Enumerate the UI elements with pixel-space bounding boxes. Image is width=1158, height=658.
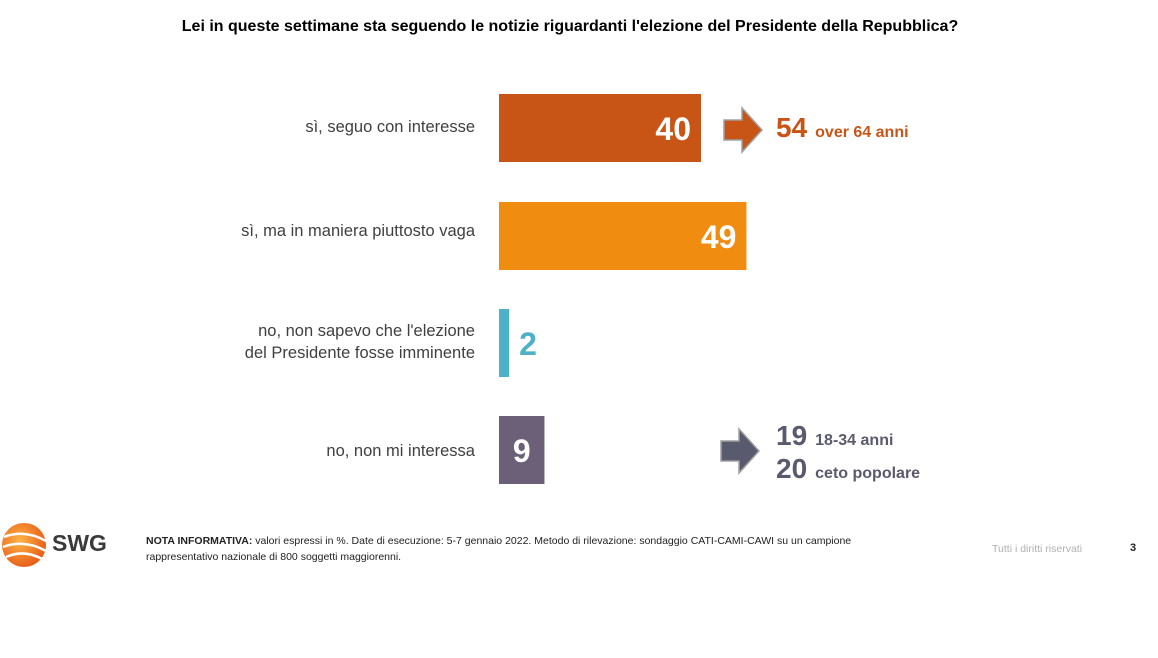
category-label-line: no, non sapevo che l'elezione: [258, 322, 475, 340]
category-label: sì, ma in maniera piuttosto vaga: [241, 222, 475, 240]
arrow-right-icon: [720, 427, 761, 475]
arrow-right-icon: [723, 106, 764, 154]
bar-chart: 40 49 2 9: [499, 94, 764, 484]
category-label: no, non sapevo che l'elezione del Presid…: [175, 320, 475, 364]
annotation-text: ceto popolare: [815, 465, 921, 482]
annotation-text: over 64 anni: [815, 124, 909, 141]
annotation-ceto: 20 ceto popolare: [776, 453, 920, 485]
note-label: NOTA INFORMATIVA:: [146, 535, 253, 547]
bar: [499, 309, 510, 377]
chart-title: Lei in queste settimane sta seguendo le …: [181, 18, 959, 35]
page-number: 3: [1130, 542, 1137, 554]
swg-globe-logo-icon: [2, 523, 47, 567]
bar-value-label: 2: [519, 326, 537, 362]
category-label-line: del Presidente fosse imminente: [244, 344, 475, 362]
bar-value-label: 49: [701, 219, 737, 255]
bar: [499, 416, 545, 484]
footnote: NOTA INFORMATIVA: valori espressi in %. …: [146, 533, 916, 565]
note-text: valori espressi in %. Date di esecuzione…: [146, 535, 852, 563]
annotation-value: 20: [776, 453, 808, 484]
rights-text: Tutti i diritti riservati: [992, 543, 1083, 555]
annotation-value: 54: [776, 112, 808, 143]
logo-text: SWG: [52, 530, 107, 556]
annotation-value: 19: [776, 420, 808, 451]
bar: [499, 202, 747, 270]
bar: [499, 94, 701, 162]
annotation-young: 19 18-34 anni: [776, 420, 893, 452]
bar-value-label: 40: [655, 111, 691, 147]
category-label: sì, seguo con interesse: [305, 118, 475, 136]
annotation-text: 18-34 anni: [815, 432, 894, 449]
category-label: no, non mi interessa: [326, 442, 475, 460]
annotation-over64: 54 over 64 anni: [776, 112, 909, 144]
bar-value-label: 9: [513, 433, 531, 469]
